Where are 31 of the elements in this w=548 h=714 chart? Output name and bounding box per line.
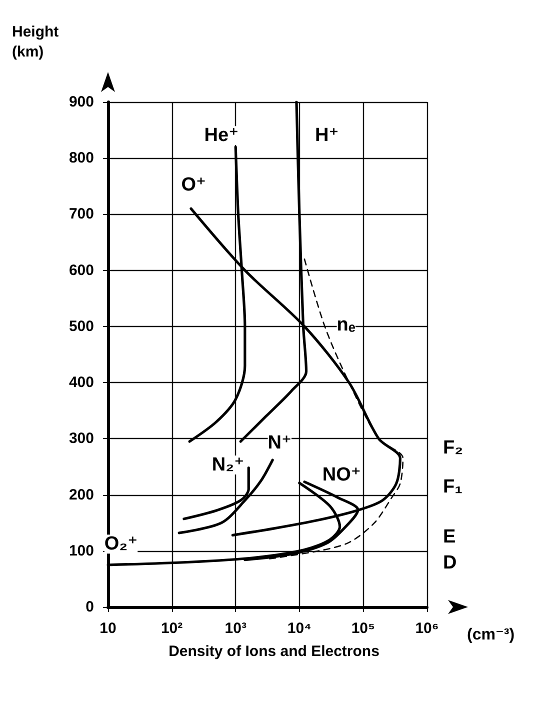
y-tick-label: 500 [68, 318, 94, 335]
x-tick-label: 10³ [224, 620, 246, 637]
annotation: NO⁺ [322, 464, 361, 486]
y-tick-label: 900 [68, 94, 94, 110]
y-tick-label: 600 [68, 262, 94, 279]
x-axis-title: (cm⁻³) [467, 626, 515, 644]
annotation: H⁺ [315, 125, 339, 146]
text: F₂ [443, 438, 464, 458]
y-axis-title: Height (km) [12, 24, 59, 60]
text: F₁ [443, 476, 463, 498]
text: Density of Ions and Electrons [168, 643, 380, 660]
annotation: He⁺ [204, 125, 239, 146]
annotation: N₂⁺ [212, 454, 244, 476]
annotation: nₑ [336, 314, 356, 336]
y-tick-label: 700 [68, 206, 94, 223]
y-tick-label: 300 [68, 430, 94, 448]
y-tick-label: 400 [68, 374, 94, 392]
annotation: O⁺ [181, 174, 206, 196]
y-tick-label: 200 [68, 486, 94, 504]
x-tick-label: 10⁴ [287, 620, 312, 637]
text: D [443, 552, 457, 574]
y-tick-label: 800 [68, 150, 94, 167]
y-tick-label: 100 [68, 542, 94, 560]
annotation: O₂⁺ [104, 534, 138, 555]
x-tick-label: 10² [160, 620, 183, 637]
text: E [443, 526, 456, 548]
annotation: N⁺ [268, 432, 292, 454]
y-tick-label: 0 [86, 598, 94, 616]
x-tick-label: 10 [100, 620, 116, 637]
x-tick-label: 10⁶ [415, 620, 439, 637]
x-tick-label: 10⁵ [351, 620, 376, 637]
